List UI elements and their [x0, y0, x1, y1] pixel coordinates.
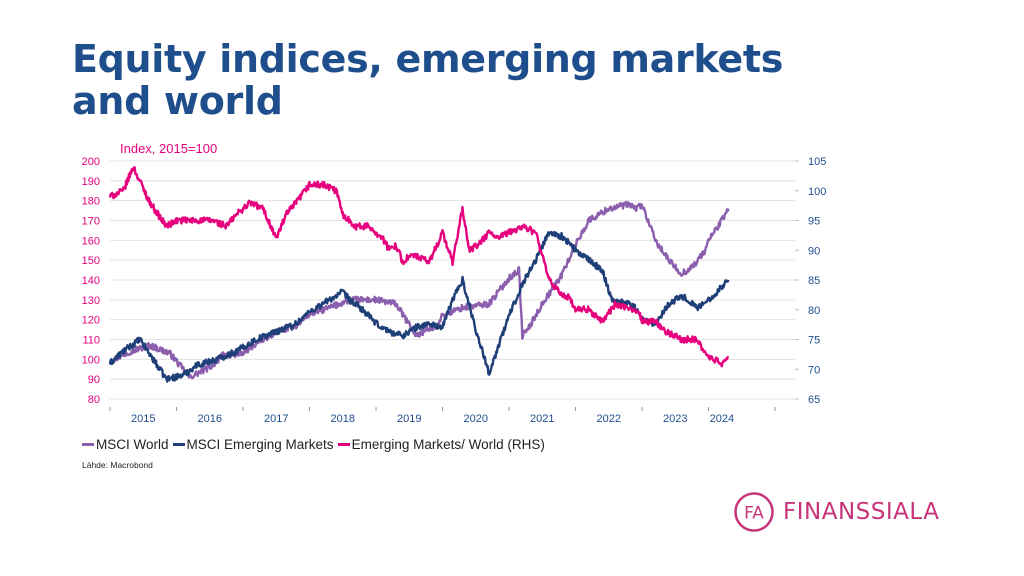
right-tick-label: 100: [808, 186, 826, 198]
logo-wordmark: FINANSSIALA: [783, 499, 940, 525]
left-tick-label: 110: [82, 335, 100, 347]
left-tick-label: 130: [82, 295, 100, 307]
series-line-2: [108, 166, 729, 368]
legend-item-em-world: Emerging Markets/ World (RHS): [337, 436, 545, 452]
right-tick-label: 90: [808, 245, 820, 257]
right-tick-label: 80: [808, 305, 820, 317]
left-tick-label: 180: [82, 196, 100, 208]
x-tick-label: 2018: [331, 413, 355, 425]
legend-swatch-em-world: [337, 442, 350, 446]
left-tick-label: 160: [82, 235, 100, 247]
series-lines: [108, 166, 730, 383]
x-tick-label: 2023: [663, 413, 687, 425]
x-tick-label: 2021: [530, 413, 554, 425]
chart-legend: MSCI World MSCI Emerging Markets Emergin…: [82, 435, 549, 453]
right-tick-label: 95: [808, 216, 820, 228]
left-tick-label: 90: [88, 374, 100, 386]
left-tick-label: 100: [82, 354, 100, 366]
legend-label-em-world: Emerging Markets/ World (RHS): [351, 436, 545, 452]
legend-swatch-msci-world: [82, 442, 94, 446]
logo-monogram-icon: FA: [734, 492, 774, 532]
legend-label-msci-world: MSCI World: [96, 436, 169, 452]
x-tick-label: 2022: [597, 413, 621, 425]
left-tick-label: 170: [82, 216, 100, 228]
right-tick-label: 65: [808, 394, 820, 406]
source-note: Lähde: Macrobond: [82, 460, 153, 470]
x-tick-label: 2019: [397, 413, 421, 425]
right-tick-label: 105: [808, 156, 826, 168]
x-tick-label: 2016: [198, 413, 222, 425]
left-tick-label: 80: [88, 394, 100, 406]
left-tick-label: 150: [82, 255, 100, 267]
x-tick-label: 2024: [710, 413, 734, 425]
legend-label-msci-em: MSCI Emerging Markets: [186, 436, 334, 452]
left-tick-label: 200: [82, 156, 100, 168]
right-tick-label: 75: [808, 335, 820, 347]
left-axis-label: Index, 2015=100: [120, 141, 217, 156]
logo-monogram-text: FA: [744, 504, 764, 524]
legend-swatch-msci-em: [172, 442, 185, 446]
right-tick-label: 85: [808, 275, 820, 287]
x-tick-label: 2015: [131, 413, 155, 425]
left-tick-label: 120: [82, 315, 100, 327]
x-tick-label: 2017: [264, 413, 288, 425]
legend-item-msci-em: MSCI Emerging Markets: [172, 436, 334, 452]
legend-item-msci-world: MSCI World: [82, 437, 169, 452]
brand-logo: FA FINANSSIALA: [733, 491, 939, 533]
page-title: Equity indices, emerging markets and wor…: [72, 37, 784, 123]
right-tick-label: 70: [808, 364, 820, 376]
left-tick-label: 140: [82, 275, 100, 287]
series-line-0: [109, 200, 730, 380]
left-tick-label: 190: [82, 176, 100, 188]
x-tick-label: 2020: [464, 413, 488, 425]
axes: Index, 2015=100 200 190 180 170 160 150 140 130 1…: [82, 141, 827, 425]
